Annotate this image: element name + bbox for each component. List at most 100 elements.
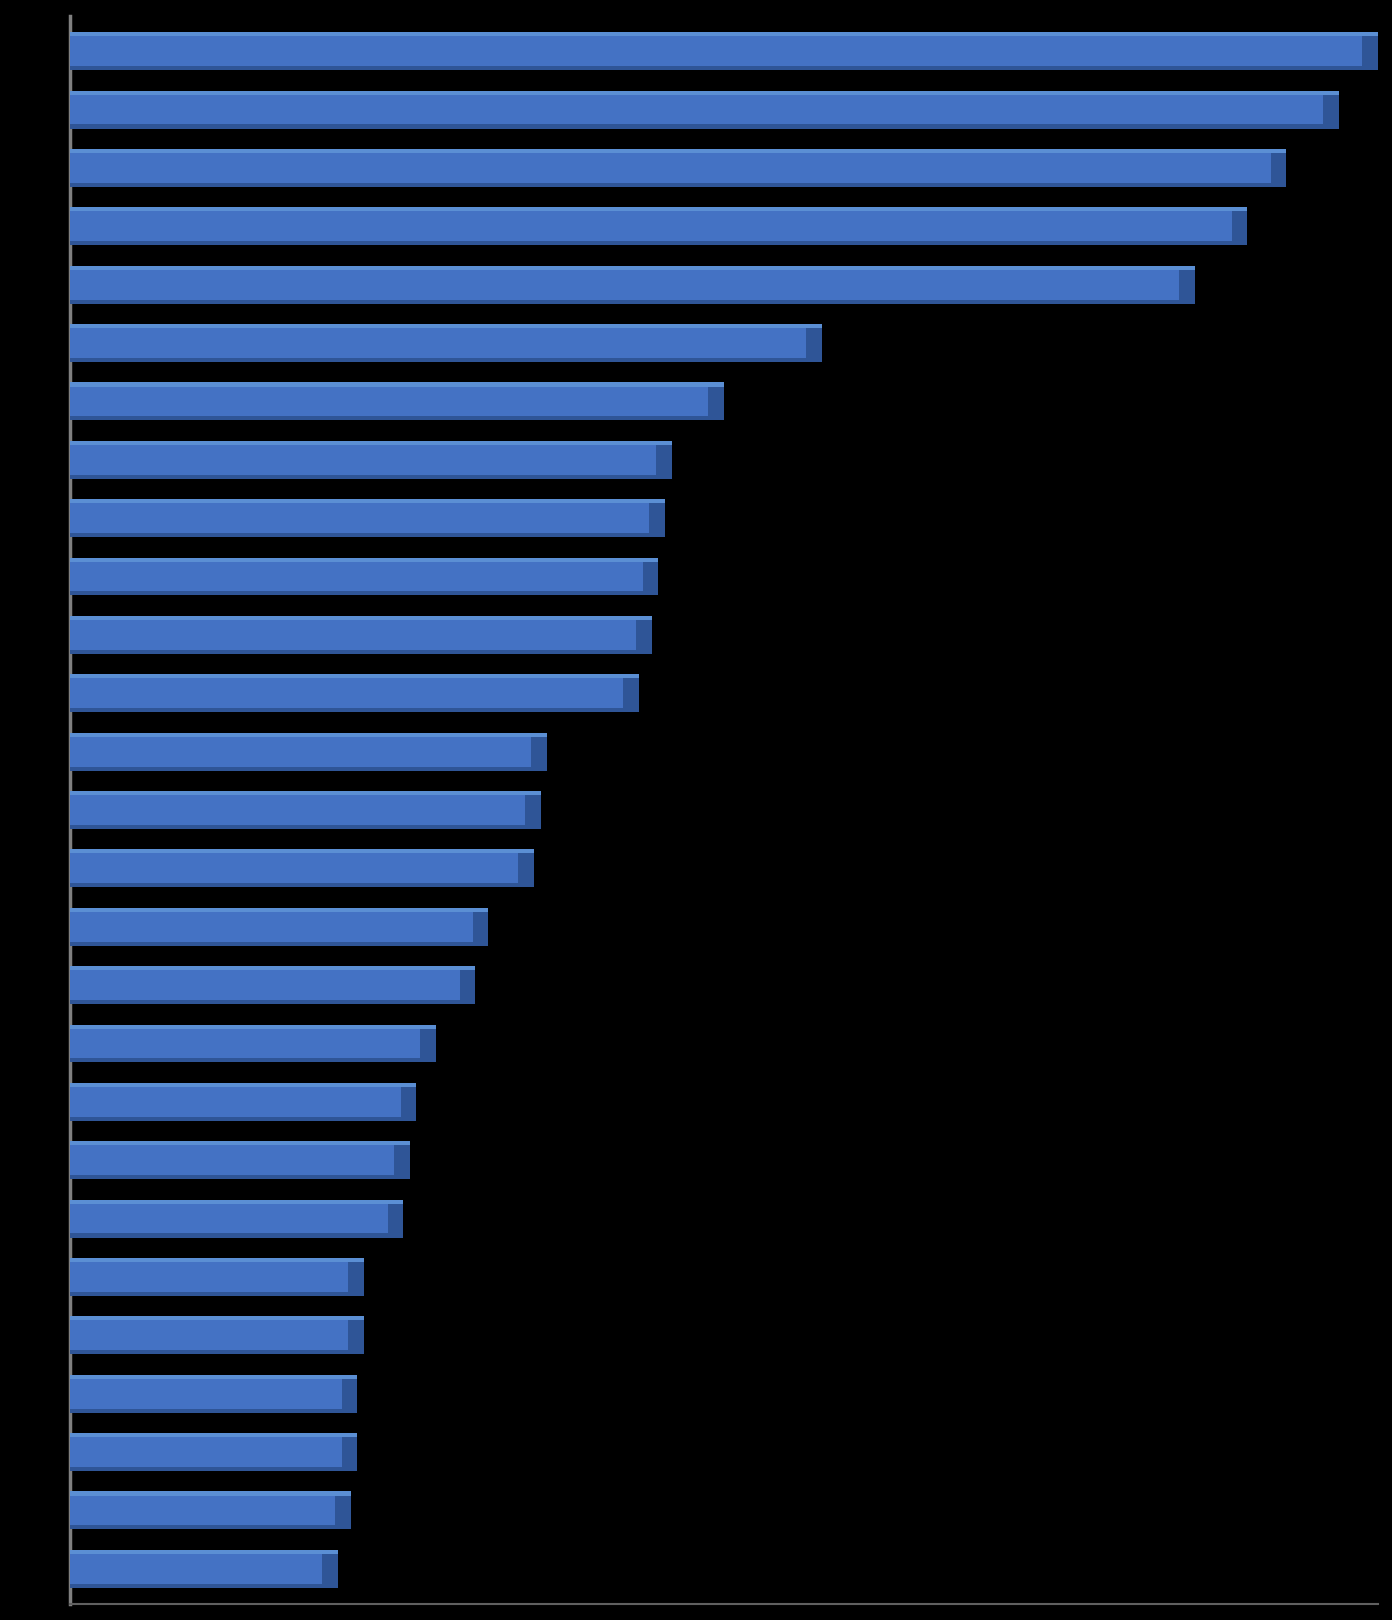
Bar [70, 1349, 365, 1354]
Bar [70, 1492, 351, 1529]
Bar [70, 883, 535, 888]
Bar [70, 1375, 358, 1379]
Bar [70, 650, 651, 654]
Bar [70, 183, 1286, 186]
Bar [1363, 32, 1378, 70]
Bar [656, 441, 671, 480]
Bar [348, 1259, 365, 1296]
Bar [70, 1291, 365, 1296]
Bar [70, 300, 1194, 303]
Bar [70, 1199, 404, 1238]
Bar [70, 791, 540, 829]
Bar [401, 1082, 416, 1121]
Bar [70, 1526, 351, 1529]
Bar [70, 1550, 338, 1588]
Bar [624, 674, 639, 713]
Bar [70, 1024, 436, 1029]
Bar [70, 1492, 351, 1495]
Bar [70, 416, 724, 421]
Bar [1271, 149, 1286, 186]
Bar [70, 674, 639, 679]
Bar [342, 1434, 358, 1471]
Bar [70, 1408, 358, 1413]
Bar [70, 732, 547, 771]
Bar [70, 1140, 409, 1179]
Bar [70, 382, 724, 421]
Bar [70, 966, 475, 1004]
Bar [70, 1058, 436, 1063]
Bar [70, 149, 1286, 186]
Bar [70, 382, 724, 387]
Bar [709, 382, 724, 421]
Bar [70, 125, 1339, 128]
Bar [70, 849, 535, 888]
Bar [70, 616, 651, 620]
Bar [70, 825, 540, 829]
Bar [394, 1140, 409, 1179]
Bar [342, 1375, 358, 1413]
Bar [70, 1550, 338, 1554]
Bar [70, 441, 671, 446]
Bar [70, 732, 547, 737]
Bar [70, 207, 1247, 245]
Bar [532, 732, 547, 771]
Bar [70, 1259, 365, 1296]
Bar [459, 966, 475, 1004]
Bar [1324, 91, 1339, 128]
Bar [348, 1317, 365, 1354]
Bar [70, 91, 1339, 94]
Bar [636, 616, 651, 654]
Bar [70, 266, 1194, 271]
Bar [70, 1199, 404, 1204]
Bar [70, 1082, 416, 1121]
Bar [806, 324, 821, 361]
Bar [70, 791, 540, 795]
Bar [70, 1259, 365, 1262]
Bar [525, 791, 540, 829]
Bar [70, 324, 821, 361]
Bar [70, 1116, 416, 1121]
Bar [70, 1375, 358, 1413]
Bar [70, 849, 535, 854]
Bar [70, 1000, 475, 1004]
Bar [70, 32, 1378, 70]
Bar [649, 499, 665, 538]
Bar [70, 91, 1339, 128]
Bar [70, 557, 658, 562]
Bar [70, 324, 821, 329]
Bar [70, 1434, 358, 1437]
Bar [473, 907, 489, 946]
Bar [70, 441, 671, 480]
Bar [70, 32, 1378, 36]
Bar [70, 907, 489, 912]
Bar [70, 557, 658, 596]
Bar [70, 1140, 409, 1145]
Bar [70, 499, 665, 538]
Bar [70, 674, 639, 713]
Bar [420, 1024, 436, 1063]
Bar [70, 266, 1194, 303]
Bar [70, 207, 1247, 212]
Bar [70, 591, 658, 596]
Bar [70, 1434, 358, 1471]
Bar [70, 149, 1286, 152]
Bar [70, 499, 665, 504]
Bar [70, 475, 671, 480]
Bar [1232, 207, 1247, 245]
Bar [335, 1492, 351, 1529]
Bar [70, 1317, 365, 1320]
Bar [70, 1024, 436, 1063]
Bar [70, 66, 1378, 70]
Bar [70, 1468, 358, 1471]
Bar [70, 766, 547, 771]
Bar [70, 358, 821, 361]
Bar [70, 966, 475, 970]
Bar [1179, 266, 1194, 303]
Bar [518, 849, 535, 888]
Bar [70, 616, 651, 654]
Bar [70, 1317, 365, 1354]
Bar [643, 557, 658, 596]
Bar [70, 708, 639, 713]
Bar [322, 1550, 338, 1588]
Bar [70, 1584, 338, 1588]
